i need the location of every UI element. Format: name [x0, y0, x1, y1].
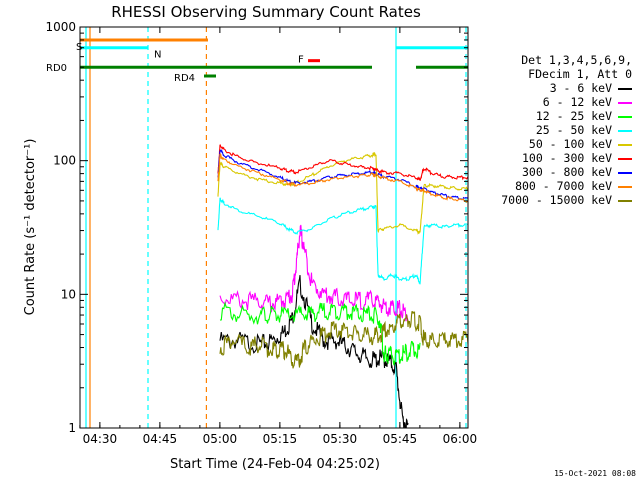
legend-swatch	[618, 115, 632, 118]
flag-label-rd0: RD0	[46, 63, 67, 74]
legend-entry-300-800-kev: 300 - 800 keV	[522, 165, 632, 179]
flag-label-s: S	[76, 42, 82, 53]
y-tick-label: 10	[61, 287, 76, 301]
x-axis-label: Start Time (24-Feb-04 04:25:02)	[170, 457, 380, 472]
legend-swatch	[618, 87, 632, 90]
legend-header-1: FDecim 1, Att 0	[528, 67, 632, 81]
legend-swatch	[618, 101, 632, 104]
plot-frame	[79, 26, 469, 429]
flag-label-f: F	[298, 55, 304, 66]
legend-entry-12-25-kev: 12 - 25 keV	[536, 109, 632, 123]
x-tick-label: 05:00	[203, 432, 238, 446]
series-6-12-kev	[219, 224, 409, 322]
series-7000-15000-kev	[219, 310, 468, 369]
chart-title: RHESSI Observing Summary Count Rates	[111, 3, 421, 21]
x-tick-label: 06:00	[443, 432, 478, 446]
x-tick-label: 05:45	[383, 432, 418, 446]
legend-swatch	[618, 185, 632, 188]
legend-swatch	[618, 143, 632, 146]
legend-entry-3-6-kev: 3 - 6 keV	[550, 81, 632, 95]
x-tick-label: 05:15	[263, 432, 298, 446]
legend-swatch	[618, 129, 632, 132]
plot-content	[80, 27, 468, 428]
legend-swatch	[618, 199, 632, 202]
legend-entry-100-300-kev: 100 - 300 keV	[522, 151, 632, 165]
x-tick-label: 04:30	[83, 432, 118, 446]
generated-timestamp: 15-Oct-2021 08:08	[554, 469, 636, 478]
series-50-100-kev	[217, 151, 468, 235]
y-tick-label: 1	[68, 421, 76, 435]
series-25-50-kev	[217, 197, 468, 285]
plot-area: S N RD0 RD4 F	[46, 27, 468, 428]
x-tick-label: 05:30	[323, 432, 358, 446]
legend-entry-800-7000-kev: 800 - 7000 keV	[515, 179, 632, 193]
legend-swatch	[618, 171, 632, 174]
series-800-7000-kev	[217, 153, 468, 203]
legend-header-0: Det 1,3,4,5,6,9,	[521, 53, 632, 67]
x-axis: 04:30 04:45 05:00 05:15 05:30 05:45 06:00	[79, 27, 478, 446]
y-tick-label: 100	[53, 154, 76, 168]
y-tick-label: 1000	[45, 20, 76, 34]
y-axis: 1 10 100 1000	[45, 20, 468, 435]
flag-label-rd4: RD4	[174, 73, 195, 84]
legend-entry-6-12-kev: 6 - 12 keV	[543, 95, 632, 109]
legend-entry-50-100-kev: 50 - 100 keV	[529, 137, 632, 151]
legend-swatch	[618, 157, 632, 160]
legend-entry-7000-15000-kev: 7000 - 15000 keV	[501, 193, 632, 207]
y-axis-label: Count Rate (s⁻¹ detector⁻¹)	[23, 139, 38, 316]
flag-label-n: N	[154, 50, 161, 61]
legend-entry-25-50-kev: 25 - 50 keV	[536, 123, 632, 137]
x-tick-label: 04:45	[143, 432, 178, 446]
